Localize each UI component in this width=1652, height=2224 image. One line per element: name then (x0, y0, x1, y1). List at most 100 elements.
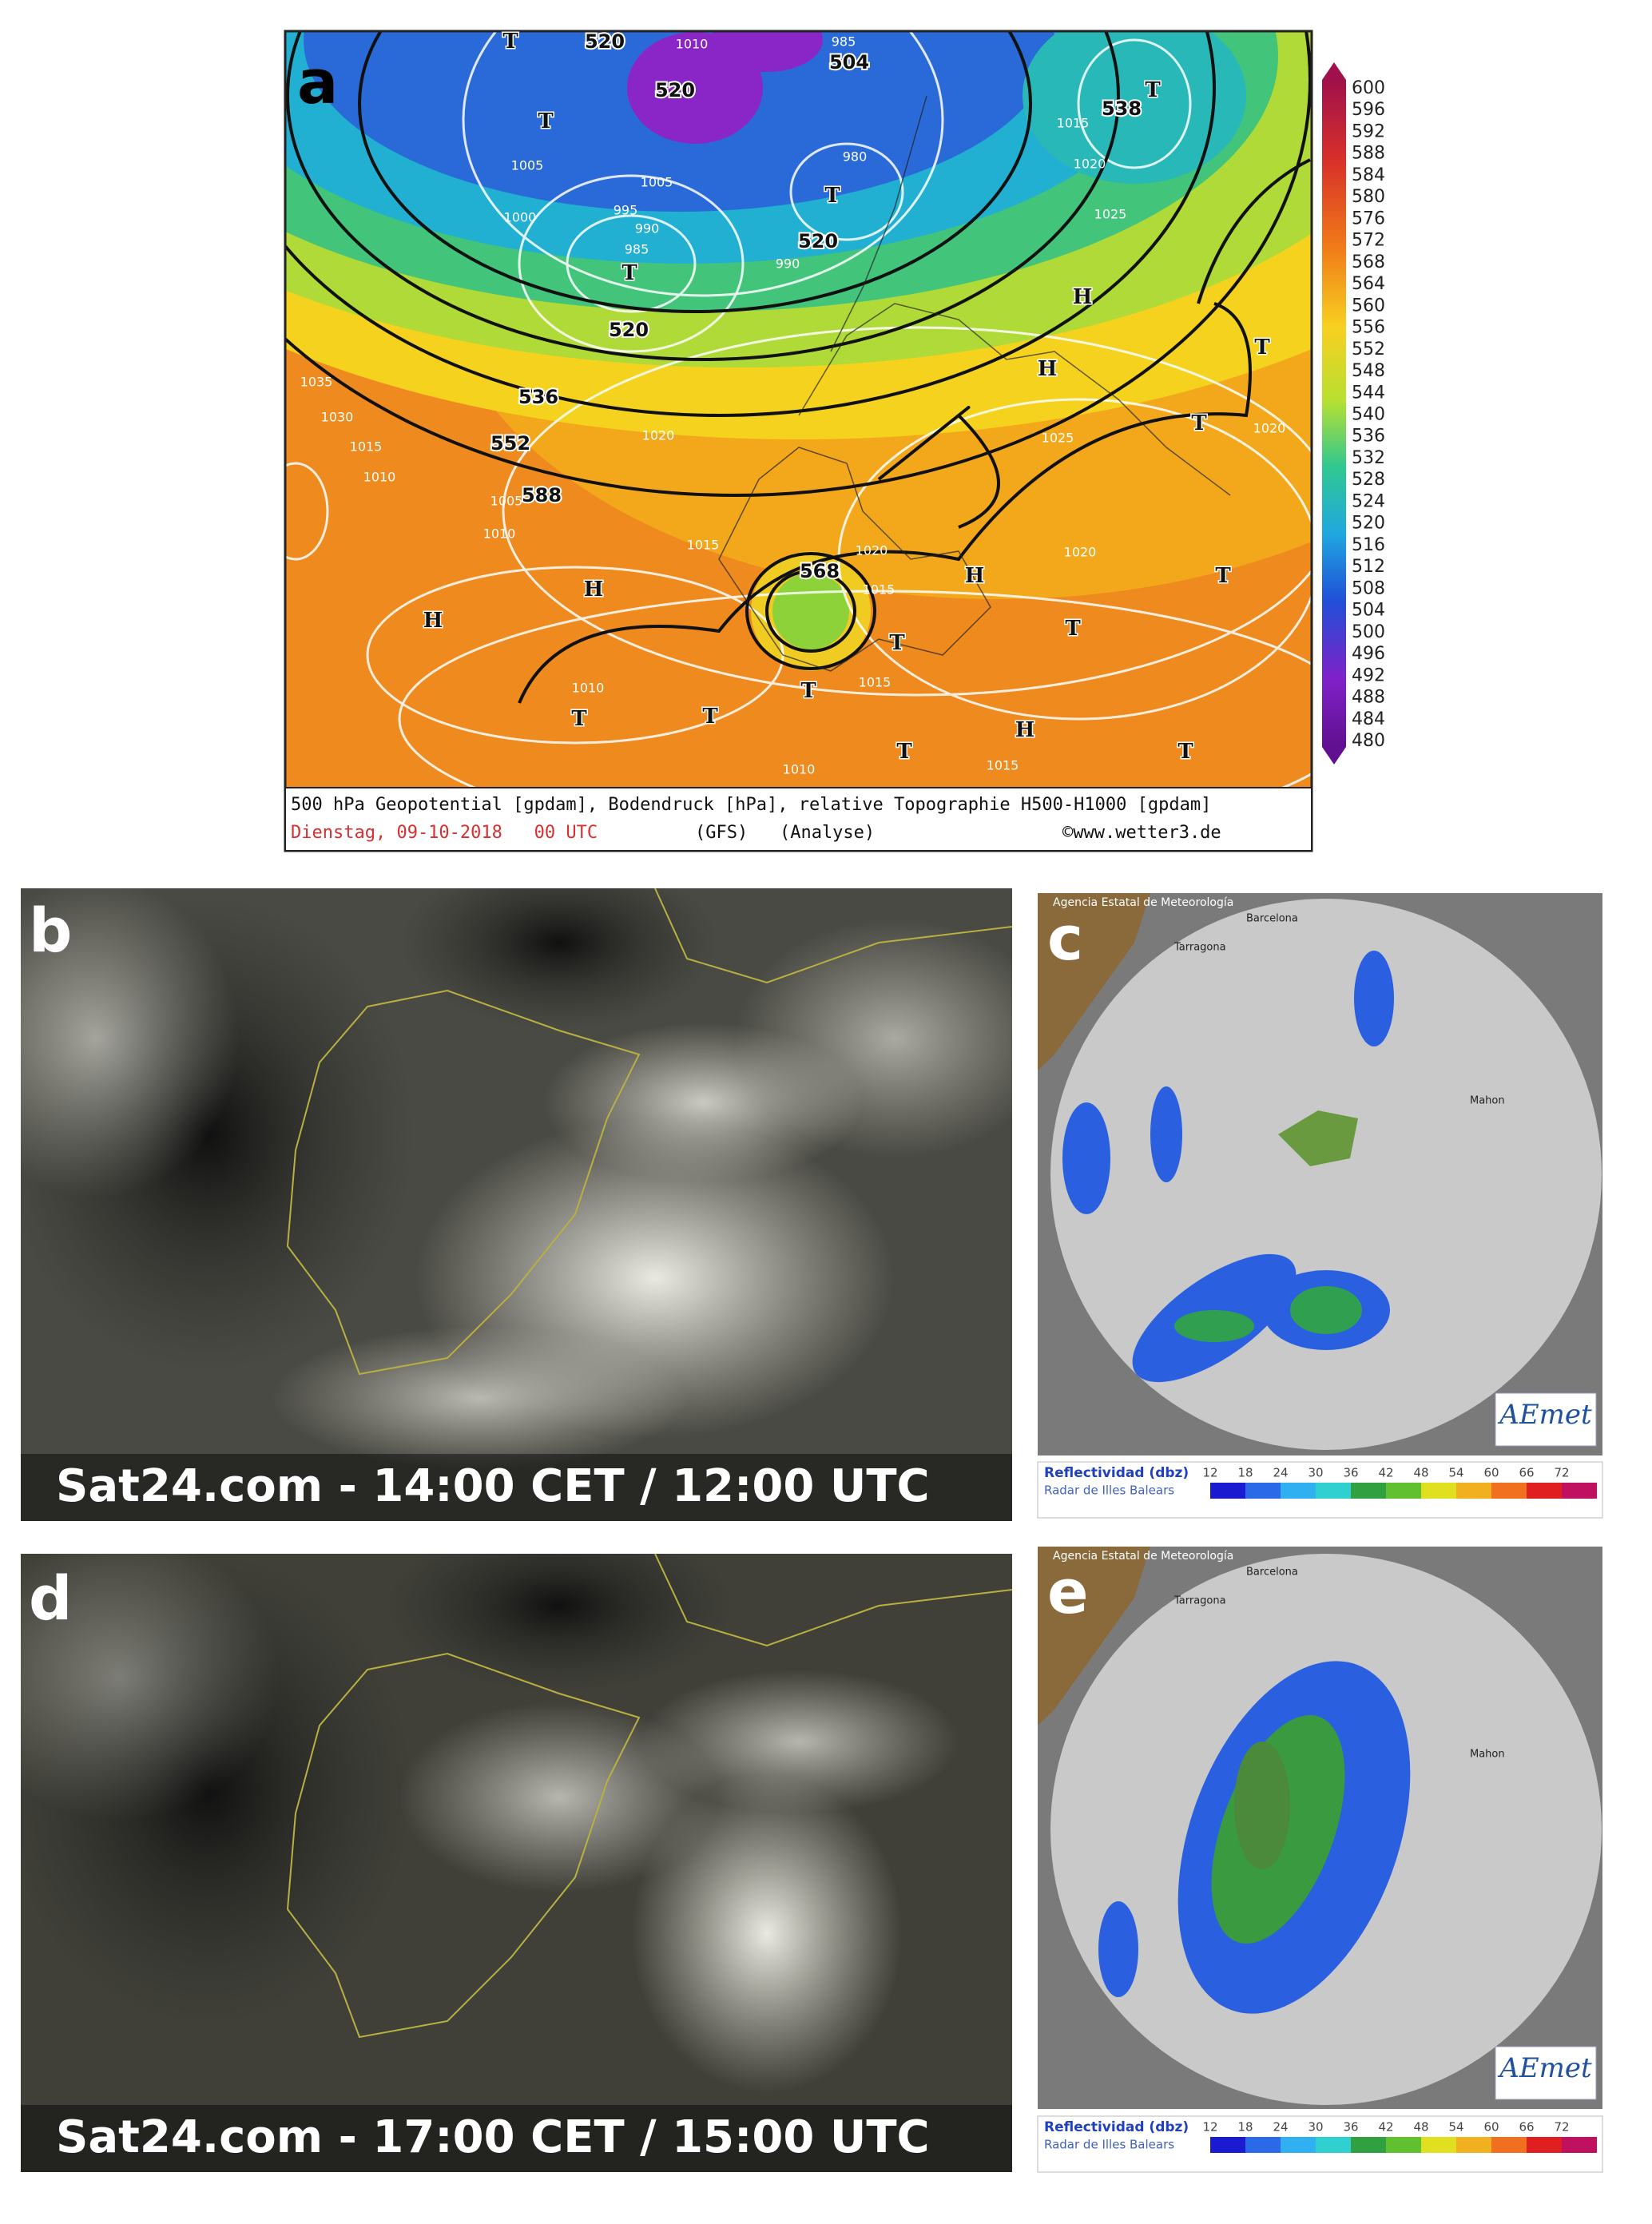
colorbar-label: 556 (1352, 318, 1385, 338)
pressure-label: 1020 (1074, 157, 1106, 172)
logo-box (1495, 1392, 1597, 1447)
pressure-label: 1005 (490, 494, 523, 509)
scale-label: 12 (1202, 1466, 1217, 1480)
pressure-label: 1010 (783, 762, 816, 777)
pressure-label: 1020 (1253, 421, 1286, 436)
colorbar-label: 504 (1352, 601, 1385, 621)
pressure-center: H (584, 578, 604, 602)
scale-label: 30 (1308, 2120, 1323, 2135)
contour-label: 520 (609, 319, 649, 341)
colorbar-label: 580 (1352, 187, 1385, 207)
panel-label: b (29, 895, 72, 966)
scale-swatch (1351, 2137, 1386, 2153)
map-credit: ©www.wetter3.de (1062, 823, 1221, 843)
pressure-label: 1020 (1064, 545, 1097, 560)
legend-title: Reflectividad (dbz) (1044, 1465, 1189, 1481)
scale-swatch (1210, 1483, 1245, 1499)
colorbar-label: 576 (1352, 208, 1385, 228)
pressure-label: 990 (635, 221, 660, 236)
pressure-label: 1000 (504, 210, 537, 225)
contour-label: 504 (829, 51, 869, 73)
weather-map (285, 31, 1312, 788)
colorbar (1322, 80, 1346, 747)
pressure-label: 1010 (363, 470, 396, 485)
pressure-label: 1030 (321, 410, 354, 425)
colorbar-label: 512 (1352, 557, 1385, 577)
pressure-center: T (824, 184, 840, 208)
scale-label: 42 (1378, 1466, 1393, 1480)
colorbar-label: 528 (1352, 470, 1385, 490)
pressure-center: T (1254, 336, 1270, 359)
colorbar-label: 484 (1352, 709, 1385, 729)
scale-swatch (1527, 2137, 1562, 2153)
pressure-center: H (1073, 285, 1093, 309)
scale-label: 30 (1308, 1466, 1323, 1480)
scale-label: 54 (1448, 2120, 1463, 2135)
scale-label: 36 (1343, 2120, 1358, 2135)
legend-subtitle: Radar de Illes Balears (1044, 2138, 1174, 2152)
pressure-center: T (571, 707, 587, 731)
pressure-label: 985 (625, 242, 649, 257)
colorbar-label: 492 (1352, 665, 1385, 685)
colorbar-label: 536 (1352, 427, 1385, 447)
pressure-center: H (423, 609, 443, 633)
colorbar-label: 572 (1352, 231, 1385, 251)
pressure-center: H (965, 564, 985, 588)
logo: AEmet (1497, 1399, 1592, 1431)
place-name: Barcelona (1246, 913, 1298, 925)
scale-swatch (1527, 1483, 1562, 1499)
satellite-image (21, 1554, 1012, 2172)
colorbar-label: 564 (1352, 274, 1385, 294)
scale-swatch (1456, 1483, 1491, 1499)
scale-label: 54 (1448, 1466, 1463, 1480)
pressure-label: 995 (614, 203, 638, 218)
pressure-center: T (502, 30, 518, 54)
satellite-caption: Sat24.com - 14:00 CET / 12:00 UTC (56, 1460, 930, 1512)
contour-label: 520 (655, 79, 695, 101)
colorbar-label: 516 (1352, 535, 1385, 555)
scale-swatch (1491, 2137, 1527, 2153)
contour-label: 536 (518, 386, 558, 408)
pressure-label: 1010 (572, 681, 605, 696)
satellite-caption: Sat24.com - 17:00 CET / 15:00 UTC (56, 2111, 930, 2163)
scale-swatch (1421, 2137, 1456, 2153)
pressure-center: T (800, 679, 816, 703)
scale-swatch (1491, 1483, 1527, 1499)
colorbar-label: 592 (1352, 121, 1385, 141)
contour-label: 538 (1102, 97, 1142, 120)
colorbar-label: 548 (1352, 361, 1385, 381)
contour-label: 568 (800, 560, 840, 582)
panel-label: e (1047, 1556, 1089, 1627)
panel-label: d (29, 1563, 72, 1634)
pressure-center: T (889, 631, 905, 655)
pressure-center: T (1215, 564, 1231, 588)
pressure-center: T (538, 109, 554, 133)
panel-label: c (1047, 903, 1083, 974)
scale-swatch (1562, 1483, 1597, 1499)
pressure-label: 1015 (987, 758, 1019, 773)
colorbar-label: 600 (1352, 78, 1385, 98)
colorbar-label: 488 (1352, 688, 1385, 708)
scale-label: 36 (1343, 1466, 1358, 1480)
scale-swatch (1245, 2137, 1281, 2153)
pressure-label: 1035 (300, 375, 333, 390)
contour-label: 520 (798, 230, 838, 252)
scale-label: 60 (1483, 2120, 1499, 2135)
scale-swatch (1456, 2137, 1491, 2153)
scale-label: 24 (1273, 2120, 1288, 2135)
scale-label: 18 (1237, 1466, 1253, 1480)
pressure-label: 1015 (350, 439, 383, 455)
colorbar-label: 544 (1352, 383, 1385, 403)
place-name: Barcelona (1246, 1567, 1298, 1579)
scale-label: 66 (1519, 1466, 1534, 1480)
scale-swatch (1316, 1483, 1351, 1499)
pressure-label: 1005 (641, 175, 673, 190)
colorbar-label: 560 (1352, 296, 1385, 316)
pressure-center: T (1145, 78, 1161, 102)
pressure-center: T (621, 261, 637, 285)
colorbar-label: 508 (1352, 578, 1385, 598)
pressure-center: T (1065, 617, 1081, 641)
scale-swatch (1210, 2137, 1245, 2153)
